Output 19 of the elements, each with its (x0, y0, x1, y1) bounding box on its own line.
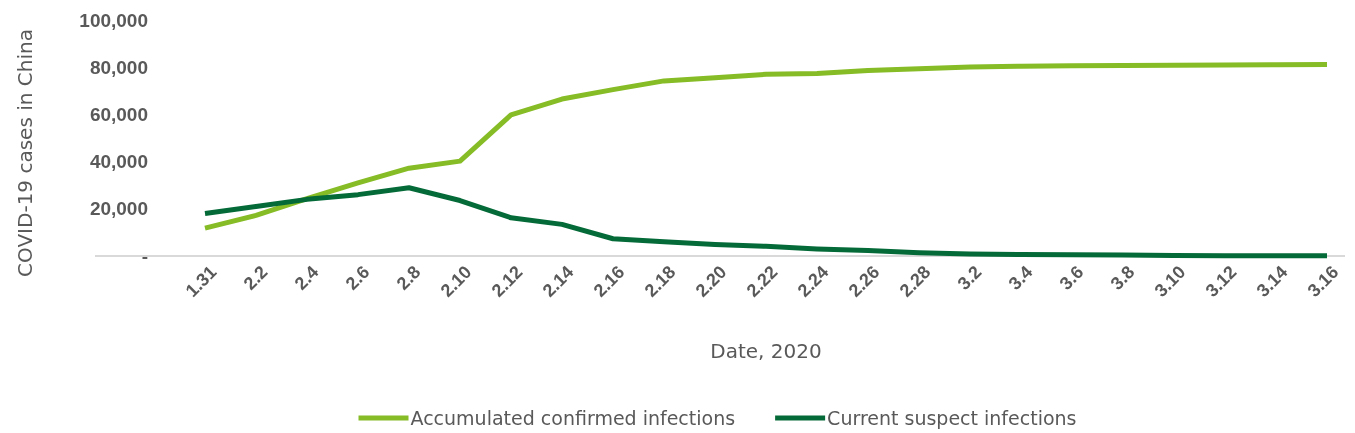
y-tick-label: 40,000 (89, 151, 148, 173)
y-tick-label: 20,000 (89, 198, 148, 220)
y-axis-title: COVID-19 cases in China (13, 29, 37, 277)
x-tick-label: 1.31 (181, 261, 221, 301)
x-tick-label: 2.2 (239, 261, 272, 294)
y-tick-label: 80,000 (89, 56, 148, 78)
legend-label: Current suspect infections (827, 407, 1077, 429)
y-tick-label: 60,000 (89, 103, 148, 125)
x-tick-label: 2.4 (290, 261, 323, 294)
x-tick-label: 3.4 (1004, 261, 1037, 294)
x-tick-label: 3.2 (953, 261, 986, 294)
legend-label: Accumulated confirmed infections (410, 407, 736, 429)
x-axis-title: Date, 2020 (710, 339, 822, 363)
y-tick-label: 100,000 (79, 9, 148, 31)
x-tick-label: 3.6 (1055, 261, 1088, 294)
x-tick-label: 2.6 (341, 261, 374, 294)
x-tick-label: 2.8 (392, 261, 425, 294)
y-tick-label: - (141, 245, 148, 267)
x-tick-label: 3.8 (1106, 261, 1139, 294)
